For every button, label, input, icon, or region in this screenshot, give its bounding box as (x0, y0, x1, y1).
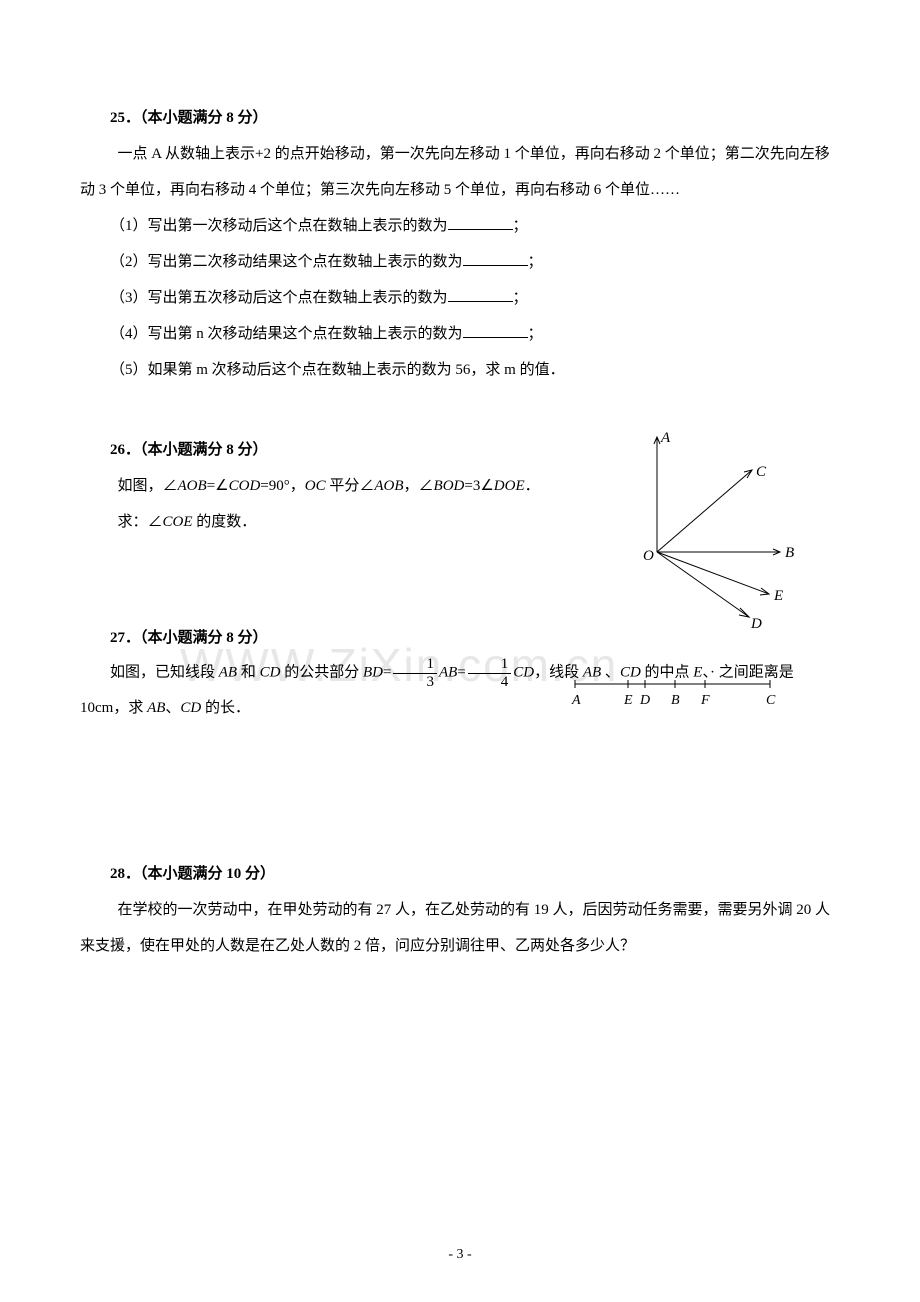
q28-header: 28．（本小题满分 10 分） (110, 866, 275, 882)
svg-text:A: A (571, 693, 581, 708)
question-25: 25．（本小题满分 8 分） 一点 A 从数轴上表示+2 的点开始移动，第一次先… (80, 100, 840, 388)
blank (448, 215, 513, 230)
q25-item-3: （3）写出第五次移动后这个点在数轴上表示的数为； (80, 280, 840, 316)
blank (463, 323, 528, 338)
svg-text:B: B (671, 693, 680, 708)
q27-header: 27．（本小题满分 8 分） (110, 630, 268, 646)
q25-header-line: 25．（本小题满分 8 分） (80, 100, 840, 136)
svg-text:C: C (756, 464, 767, 480)
q25-intro: 一点 A 从数轴上表示+2 的点开始移动，第一次先向左移动 1 个单位，再向右移… (80, 136, 840, 208)
page-content: 25．（本小题满分 8 分） 一点 A 从数轴上表示+2 的点开始移动，第一次先… (80, 100, 840, 964)
question-26: 26．（本小题满分 8 分） 如图，∠AOB=∠COD=90°，OC 平分∠AO… (80, 432, 840, 540)
q28-header-line: 28．（本小题满分 10 分） (80, 856, 840, 892)
fraction: 13 (393, 656, 437, 690)
line-segment-diagram: A E D B F C (570, 674, 780, 710)
question-28: 28．（本小题满分 10 分） 在学校的一次劳动中，在甲处劳动的有 27 人，在… (80, 856, 840, 964)
svg-text:B: B (785, 545, 794, 561)
angle-diagram: A C B E D O (637, 432, 802, 632)
svg-text:C: C (766, 693, 776, 708)
svg-text:D: D (639, 693, 650, 708)
q25-header: 25．（本小题满分 8 分） (110, 110, 268, 126)
q25-item-5: （5）如果第 m 次移动后这个点在数轴上表示的数为 56，求 m 的值． (80, 352, 840, 388)
svg-text:F: F (700, 693, 710, 708)
svg-text:E: E (623, 693, 633, 708)
svg-text:O: O (643, 548, 654, 564)
q25-item-1: （1）写出第一次移动后这个点在数轴上表示的数为； (80, 208, 840, 244)
q27-figure: A E D B F C (570, 674, 780, 724)
question-27: 27．（本小题满分 8 分） 如图，已知线段 AB 和 CD 的公共部分 BD=… (80, 620, 840, 726)
q28-body: 在学校的一次劳动中，在甲处劳动的有 27 人，在乙处劳动的有 19 人，后因劳动… (80, 892, 840, 964)
q26-header: 26．（本小题满分 8 分） (110, 442, 268, 458)
fraction: 14 (468, 656, 512, 690)
q25-item-4: （4）写出第 n 次移动结果这个点在数轴上表示的数为； (80, 316, 840, 352)
blank (463, 251, 528, 266)
page-number: - 3 - (0, 1238, 920, 1272)
q27-header-line: 27．（本小题满分 8 分） (80, 620, 840, 656)
blank (448, 287, 513, 302)
svg-text:E: E (773, 588, 783, 604)
q25-item-2: （2）写出第二次移动结果这个点在数轴上表示的数为； (80, 244, 840, 280)
q26-figure: A C B E D O (637, 432, 802, 646)
svg-text:A: A (660, 432, 671, 446)
